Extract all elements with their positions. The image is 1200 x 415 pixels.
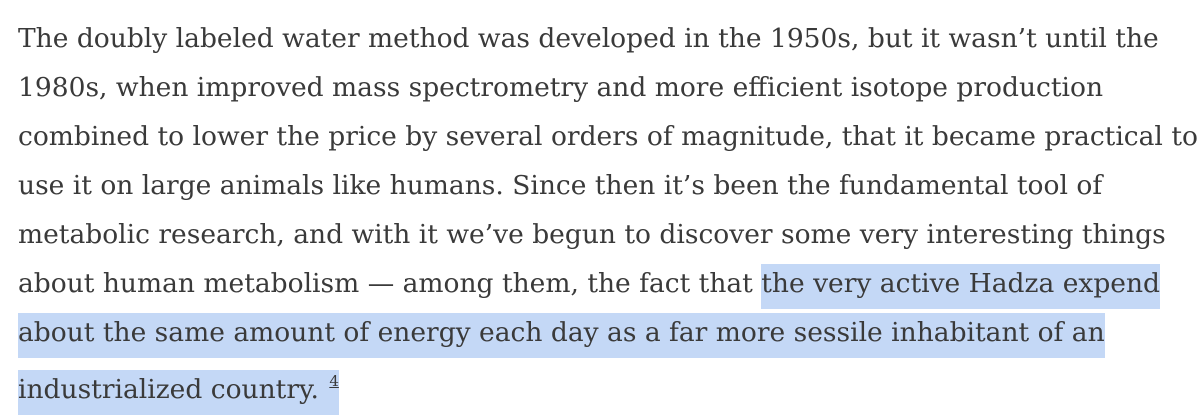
paragraph-line-6: about human metabolism — among them, the… xyxy=(18,259,1198,309)
article-paragraph: The doubly labeled water method was deve… xyxy=(18,0,1198,415)
paragraph-line-3: combined to lower the price by several o… xyxy=(18,121,1198,152)
paragraph-line-8: industrialized country. 4 xyxy=(18,357,1198,415)
selected-text-end[interactable]: industrialized country. 4 xyxy=(18,370,339,415)
selected-text-start[interactable]: the very active Hadza expend xyxy=(761,264,1161,309)
selected-text-end-label: industrialized country. xyxy=(18,374,319,405)
line-6-text: about human metabolism — among them, the… xyxy=(18,268,762,299)
paragraph-line-5: metabolic research, and with it we’ve be… xyxy=(18,219,1166,250)
paragraph-line-1: The doubly labeled water method was deve… xyxy=(18,23,1159,54)
footnote-link[interactable]: 4 xyxy=(329,372,339,390)
paragraph-line-7: about the same amount of energy each day… xyxy=(18,308,1198,358)
paragraph-line-2: 1980s, when improved mass spectrometry a… xyxy=(18,72,1104,103)
selected-text-middle[interactable]: about the same amount of energy each day… xyxy=(18,313,1105,358)
paragraph-line-4: use it on large animals like humans. Sin… xyxy=(18,170,1103,201)
